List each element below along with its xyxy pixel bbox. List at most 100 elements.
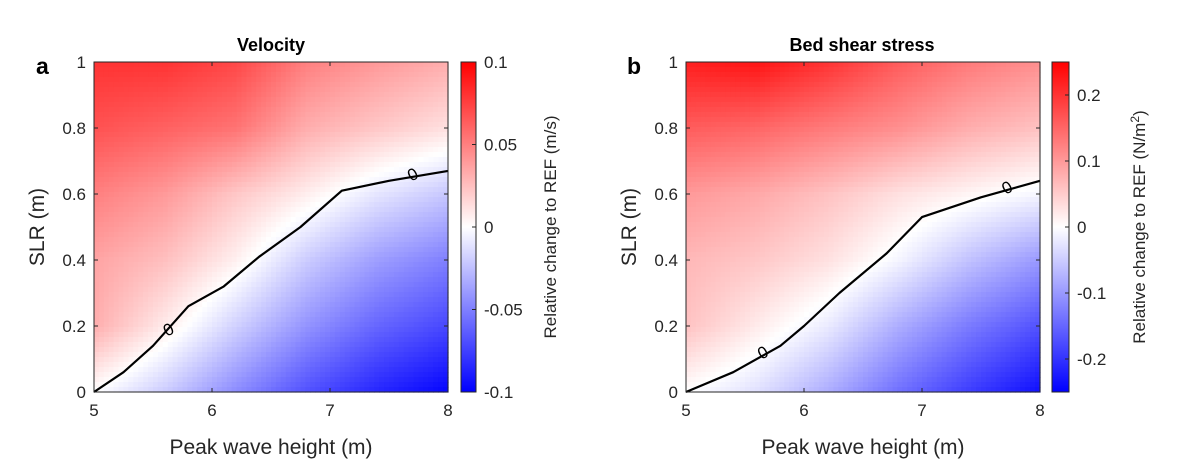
heatmap-cell <box>177 357 184 363</box>
heatmap-cell <box>207 252 213 258</box>
heatmap-cell <box>271 292 277 298</box>
heatmap-cell <box>325 182 331 188</box>
heatmap-cell <box>187 237 193 243</box>
heatmap-cell <box>246 142 252 148</box>
heatmap-cell <box>177 162 184 168</box>
heatmap-cell <box>305 92 311 98</box>
heatmap-cell <box>94 302 100 308</box>
heatmap-cell <box>236 267 243 273</box>
heatmap-cell <box>138 172 144 178</box>
heatmap-cell <box>275 227 282 233</box>
heatmap-cell <box>241 92 248 98</box>
heatmap-cell <box>226 307 233 313</box>
heatmap-cell <box>162 112 169 118</box>
heatmap-cell <box>695 147 702 153</box>
heatmap-cell <box>212 182 218 188</box>
heatmap-cell <box>256 142 262 148</box>
heatmap-cell <box>359 112 366 118</box>
heatmap-cell <box>231 182 238 188</box>
heatmap-cell <box>359 152 366 158</box>
heatmap-cell <box>330 292 336 298</box>
heatmap-cell <box>162 177 169 183</box>
heatmap-cell <box>408 182 415 188</box>
heatmap-cell <box>423 237 429 243</box>
heatmap-cell <box>686 247 692 253</box>
heatmap-cell <box>300 197 307 203</box>
heatmap-cell <box>187 112 193 118</box>
heatmap-cell <box>300 332 307 338</box>
heatmap-cell <box>330 322 336 328</box>
heatmap-cell <box>310 107 316 113</box>
heatmap-cell <box>315 342 321 348</box>
heatmap-cell <box>325 267 331 273</box>
heatmap-cell <box>162 247 169 253</box>
heatmap-cell <box>177 142 184 148</box>
heatmap-cell <box>364 322 370 328</box>
heatmap-cell <box>138 282 144 288</box>
heatmap-cell <box>423 282 429 288</box>
heatmap-cell <box>192 167 198 173</box>
heatmap-cell <box>207 307 213 313</box>
heatmap-cell <box>695 297 702 303</box>
heatmap-cell <box>290 257 297 263</box>
heatmap-cell <box>251 72 257 78</box>
heatmap-cell <box>128 302 134 308</box>
heatmap-cell <box>418 152 425 158</box>
heatmap-cell <box>103 387 110 393</box>
heatmap-cell <box>310 337 316 343</box>
heatmap-cell <box>197 257 203 263</box>
heatmap-cell <box>354 142 361 148</box>
heatmap-cell <box>339 127 346 133</box>
heatmap-cell <box>197 182 203 188</box>
heatmap-cell <box>349 177 356 183</box>
heatmap-cell <box>94 67 100 73</box>
heatmap-cell <box>182 282 189 288</box>
heatmap-cell <box>266 117 272 123</box>
heatmap-cell <box>349 352 356 358</box>
heatmap-cell <box>423 147 429 153</box>
heatmap-cell <box>266 77 272 83</box>
heatmap-cell <box>113 67 120 73</box>
heatmap-cell <box>408 92 415 98</box>
heatmap-cell <box>379 67 385 73</box>
heatmap-cell <box>118 97 125 103</box>
heatmap-cell <box>310 147 316 153</box>
heatmap-cell <box>280 277 287 283</box>
heatmap-cell <box>418 362 425 368</box>
heatmap-cell <box>379 302 385 308</box>
heatmap-cell <box>261 207 267 213</box>
heatmap-cell <box>202 227 208 233</box>
heatmap-cell <box>389 217 395 223</box>
heatmap-cell <box>359 222 366 228</box>
heatmap-cell <box>315 302 321 308</box>
colorbar-label: Relative change to REF (m/s) <box>541 116 560 339</box>
heatmap-cell <box>285 227 292 233</box>
heatmap-cell <box>236 237 243 243</box>
heatmap-cell <box>123 207 130 213</box>
heatmap-cell <box>408 282 415 288</box>
heatmap-cell <box>413 252 420 258</box>
heatmap-cell <box>423 337 429 343</box>
heatmap-cell <box>192 317 198 323</box>
heatmap-cell <box>690 62 697 68</box>
heatmap-cell <box>379 162 385 168</box>
heatmap-cell <box>221 322 228 328</box>
heatmap-cell <box>192 357 198 363</box>
heatmap-cell <box>143 262 149 268</box>
heatmap-cell <box>271 382 277 388</box>
heatmap-cell <box>334 222 341 228</box>
heatmap-cell <box>251 327 257 333</box>
heatmap-cell <box>359 327 366 333</box>
heatmap-cell <box>212 347 218 353</box>
heatmap-cell <box>216 237 223 243</box>
heatmap-cell <box>389 262 395 268</box>
heatmap-cell <box>207 367 213 373</box>
heatmap-cell <box>108 337 115 343</box>
heatmap-cell <box>177 297 184 303</box>
heatmap-cell <box>192 387 198 393</box>
heatmap-cell <box>408 272 415 278</box>
heatmap-cell <box>207 277 213 283</box>
heatmap-cell <box>690 127 697 133</box>
heatmap-cell <box>162 152 169 158</box>
heatmap-cell <box>344 317 351 323</box>
